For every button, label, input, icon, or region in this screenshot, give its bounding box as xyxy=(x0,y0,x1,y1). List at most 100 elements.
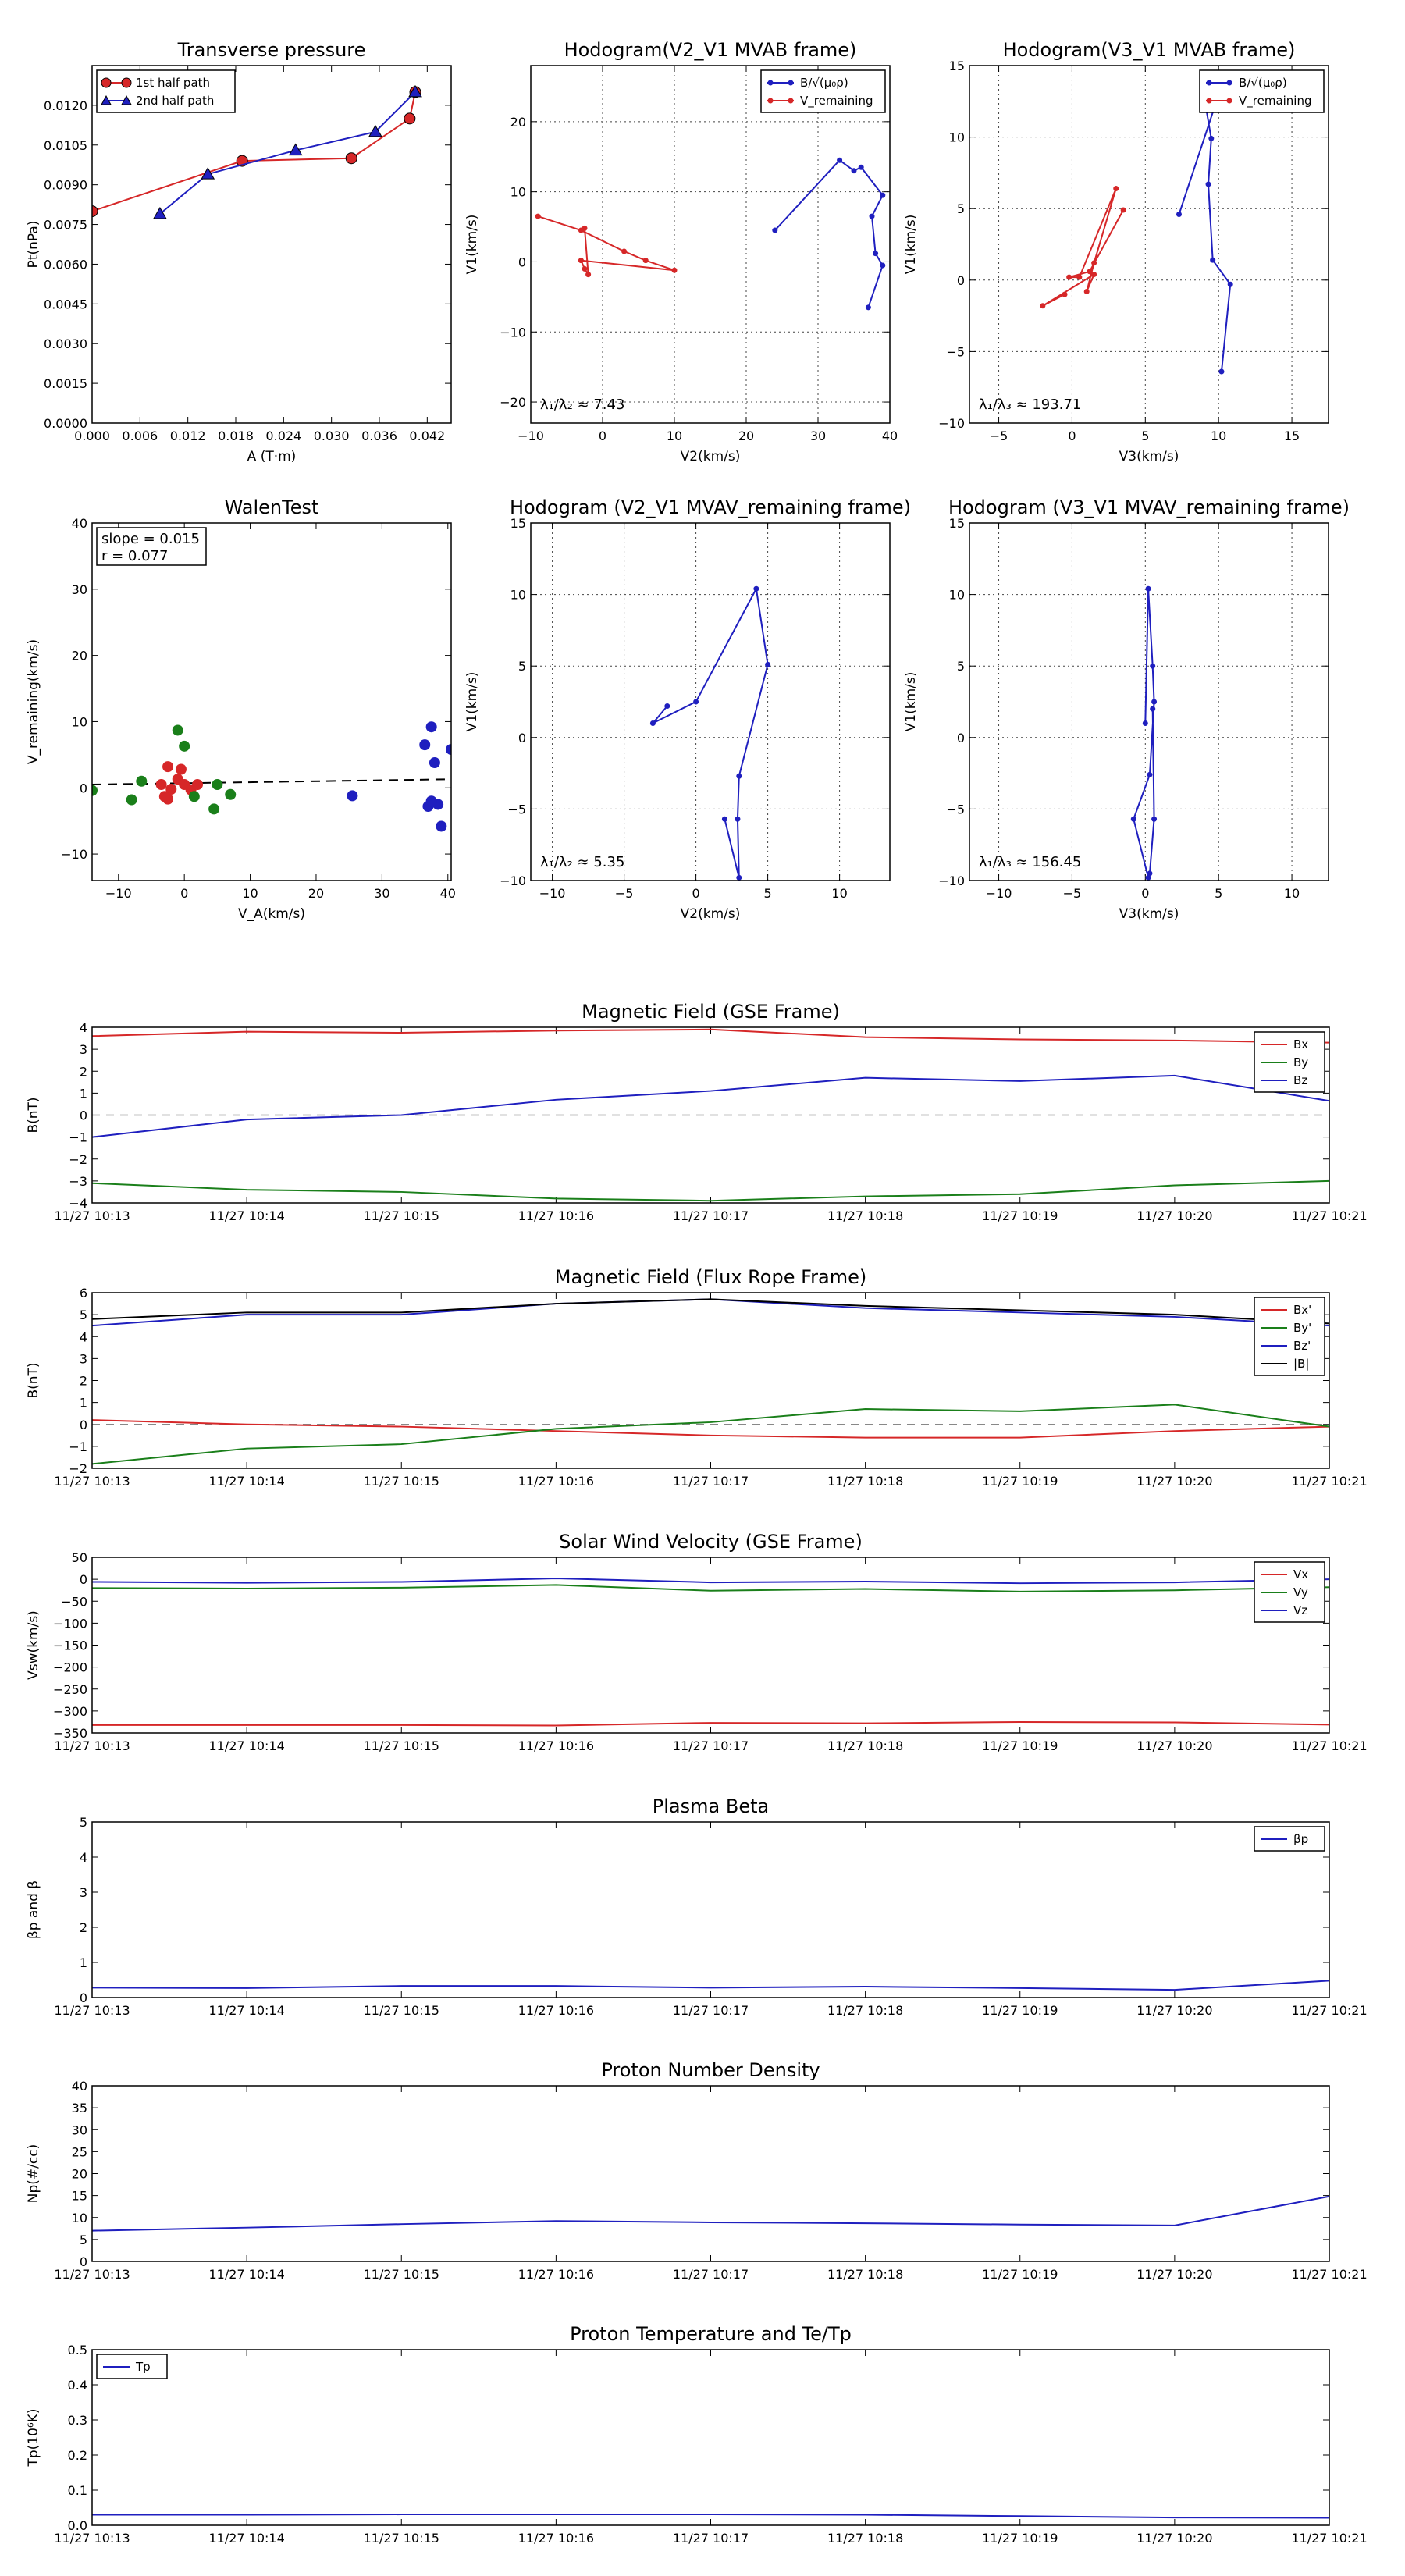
x-tick-label: 11/27 10:17 xyxy=(673,1474,749,1489)
x-tick-label: −10 xyxy=(539,886,566,901)
data-point xyxy=(436,820,447,832)
y-axis-label: V1(km/s) xyxy=(903,672,919,732)
legend-marker xyxy=(101,94,112,105)
data-point xyxy=(1087,269,1093,275)
y-tick-label: 40 xyxy=(72,516,87,531)
y-tick-label: 10 xyxy=(949,588,965,603)
data-point xyxy=(753,585,759,592)
data-point xyxy=(1145,585,1151,592)
data-point xyxy=(446,744,451,756)
x-tick-label: 10 xyxy=(1284,886,1300,901)
y-tick-label: −2 xyxy=(69,1461,87,1476)
data-point xyxy=(212,779,223,791)
y-tick-label: 20 xyxy=(72,649,87,664)
x-tick-label: 11/27 10:16 xyxy=(518,2531,594,2546)
x-tick-label: 11/27 10:13 xyxy=(54,2267,130,2282)
chart-vsw: Solar Wind Velocity (GSE Frame) 11/27 10:… xyxy=(26,1531,1368,1753)
annotation: λ₁/λ₃ ≈ 156.45 xyxy=(979,854,1081,870)
x-tick-label: 15 xyxy=(1284,429,1300,443)
y-tick-label: −5 xyxy=(946,802,965,817)
x-tick-label: −10 xyxy=(105,886,132,901)
y-tick-label: 0 xyxy=(80,1418,87,1432)
legend-box xyxy=(96,69,236,113)
x-tick-label: 11/27 10:21 xyxy=(1291,2267,1367,2282)
y-tick-label: −1 xyxy=(69,1439,87,1454)
x-tick-label: −5 xyxy=(615,886,634,901)
chart-title: WalenTest xyxy=(225,496,319,518)
axes-frame xyxy=(91,1821,1330,1998)
annotation-line: slope = 0.015 xyxy=(101,531,200,547)
y-tick-label: 4 xyxy=(80,1329,87,1344)
data-point xyxy=(288,143,303,156)
x-tick-label: 11/27 10:21 xyxy=(1291,1208,1367,1223)
y-tick-label: 30 xyxy=(72,2122,87,2137)
chart-title: Proton Number Density xyxy=(601,2059,820,2081)
y-tick-label: 5 xyxy=(957,201,965,216)
y-tick-label: 0 xyxy=(518,731,526,745)
x-tick-label: 11/27 10:14 xyxy=(208,1208,284,1223)
x-axis-label: V2(km/s) xyxy=(681,449,741,464)
x-tick-label: 0 xyxy=(599,429,606,443)
x-tick-label: 11/27 10:16 xyxy=(518,1208,594,1223)
x-axis-label: V_A(km/s) xyxy=(238,906,305,922)
axes-frame xyxy=(91,1557,1330,1734)
data-point xyxy=(175,763,187,775)
x-tick-label: 11/27 10:18 xyxy=(827,2531,903,2546)
chart-title: Transverse pressure xyxy=(177,39,366,61)
data-point xyxy=(582,225,588,231)
axes-frame xyxy=(91,65,452,424)
legend-label: B/√(μ₀ρ) xyxy=(1239,76,1287,90)
data-point xyxy=(1083,288,1090,294)
x-tick-label: 11/27 10:13 xyxy=(54,1738,130,1753)
series-bx-line xyxy=(92,1028,1329,1044)
data-point xyxy=(408,84,422,98)
x-tick-label: 30 xyxy=(810,429,826,443)
data-point xyxy=(1208,135,1215,141)
chart-h4: Hodogram (V3_V1 MVAV_remaining frame) −10… xyxy=(903,496,1350,922)
chart-title: Magnetic Field (Flux Rope Frame) xyxy=(555,1266,866,1288)
legend-label: Vx xyxy=(1293,1567,1308,1582)
x-tick-label: 11/27 10:13 xyxy=(54,2531,130,2546)
x-tick-label: 11/27 10:16 xyxy=(518,2003,594,2018)
data-point xyxy=(880,192,886,198)
y-tick-label: 0 xyxy=(80,1991,87,2005)
y-tick-label: 20 xyxy=(72,2167,87,2182)
legend-box xyxy=(760,69,886,113)
series-by--line xyxy=(92,1404,1329,1465)
legend-marker xyxy=(788,80,794,86)
y-tick-label: −10 xyxy=(938,873,965,888)
y-tick-label: −350 xyxy=(53,1726,87,1741)
data-point xyxy=(735,816,741,822)
x-tick-label: 11/27 10:13 xyxy=(54,1474,130,1489)
y-tick-label: −300 xyxy=(53,1704,87,1719)
data-point xyxy=(201,167,215,180)
legend-marker xyxy=(767,80,774,86)
y-tick-label: 5 xyxy=(518,659,526,674)
x-tick-label: 11/27 10:15 xyxy=(364,2003,439,2018)
y-tick-label: 20 xyxy=(510,115,526,130)
x-tick-label: 20 xyxy=(738,429,754,443)
chart-title: Hodogram(V2_V1 MVAB frame) xyxy=(564,39,857,61)
y-tick-label: −200 xyxy=(53,1660,87,1675)
y-tick-label: 2 xyxy=(80,1374,87,1389)
chart-beta: Plasma Beta 11/27 10:13 11/27 10:14 11/27 1… xyxy=(26,1795,1368,2018)
y-tick-label: −150 xyxy=(53,1638,87,1653)
data-point xyxy=(92,205,98,218)
y-tick-label: 0.3 xyxy=(68,2413,87,2428)
y-tick-label: 0.0075 xyxy=(44,218,87,233)
plot-area xyxy=(92,1298,1329,1465)
chart-h2: Hodogram(V3_V1 MVAB frame) −5 0 5 10 15 −10 −5 0… xyxy=(903,39,1329,464)
x-tick-label: 11/27 10:15 xyxy=(364,2531,439,2546)
annotation-line: r = 0.077 xyxy=(101,548,168,564)
y-tick-label: 0 xyxy=(957,731,965,745)
axes-frame xyxy=(530,522,891,881)
chart-h1: Hodogram(V2_V1 MVAB frame) −10 0 10 20 30 40 −2… xyxy=(464,39,898,464)
data-point xyxy=(772,227,778,233)
data-point xyxy=(869,213,875,219)
axes-frame xyxy=(91,1026,1330,1204)
y-axis-label: V1(km/s) xyxy=(464,672,480,732)
series-by-line xyxy=(92,1179,1329,1202)
y-tick-label: −20 xyxy=(500,395,526,410)
plot-area xyxy=(92,721,451,832)
legend: B/√(μ₀ρ) V_remaining xyxy=(760,69,886,113)
